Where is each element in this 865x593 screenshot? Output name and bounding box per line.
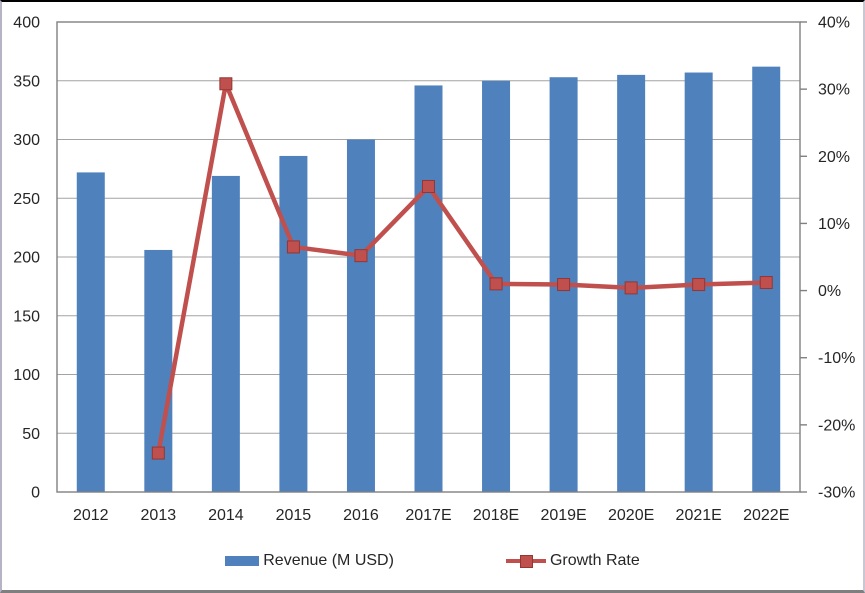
legend-item-growth: Growth Rate [505,552,640,570]
legend: Revenue (M USD) Growth Rate [2,552,863,570]
left-tick-label: 350 [13,73,40,90]
x-label-2012: 2012 [73,507,109,524]
right-tick-label: -30% [818,485,855,502]
marker-2020E [624,281,638,295]
left-tick-label: 200 [13,250,40,267]
left-tick-label: 400 [13,15,40,32]
bar-2016 [346,139,375,492]
x-label-2019E: 2019E [540,507,586,524]
marker-2018E [489,277,503,291]
marker-2021E [692,278,706,292]
x-label-2021E: 2021E [676,507,722,524]
marker-2016 [354,249,368,263]
marker-2019E [557,278,571,292]
right-axis-labels: -30% -20% -10% 0% 10% 20% 30% 40% [818,15,855,502]
bar-2015 [279,155,308,492]
x-label-2018E: 2018E [473,507,519,524]
revenue-bars [76,66,781,493]
x-label-2020E: 2020E [608,507,654,524]
x-label-2017E: 2017E [405,507,451,524]
marker-2014 [219,77,233,91]
plot-border [56,21,801,493]
growth-line-swatch [505,555,546,568]
bar-2017E [414,85,443,492]
x-label-2022E: 2022E [743,507,789,524]
left-axis-labels: 0 50 100 150 200 250 300 350 400 [13,15,40,502]
marker-2022E [759,276,773,290]
growth-rate-markers [151,77,773,460]
marker-2013 [151,446,165,460]
x-label-2016: 2016 [343,507,379,524]
left-tick-label: 0 [31,485,40,502]
x-label-2014: 2014 [208,507,244,524]
legend-item-revenue: Revenue (M USD) [225,552,394,570]
growth-marker-swatch [519,555,533,568]
right-tick-label: 30% [818,82,850,99]
left-tick-label: 300 [13,132,40,149]
revenue-bar-swatch [225,556,260,566]
right-axis-ticks [800,21,807,493]
x-label-2013: 2013 [141,507,177,524]
left-tick-label: 100 [13,367,40,384]
right-tick-label: 10% [818,216,850,233]
right-tick-label: 40% [818,15,850,32]
left-tick-label: 50 [22,426,40,443]
bar-2014 [211,175,240,493]
left-tick-label: 250 [13,191,40,208]
chart-svg: 0 50 100 150 200 250 300 350 400 -30% -20% -10% 0% 10… [13,15,855,525]
growth-rate-line [156,81,769,456]
right-tick-label: 0% [818,283,841,300]
legend-label-growth: Growth Rate [549,552,640,569]
x-axis-labels: 2012 2013 2014 2015 2016 2017E 2018E 2019E 2020E… [73,507,789,524]
marker-2015 [286,240,300,254]
legend-label-revenue: Revenue (M USD) [263,552,394,569]
marker-2017E [422,180,435,193]
right-tick-label: 20% [818,149,850,166]
right-tick-label: -10% [818,350,855,367]
left-tick-label: 150 [13,308,40,325]
x-label-2015: 2015 [276,507,312,524]
right-tick-label: -20% [818,417,855,434]
bar-2012 [76,172,105,492]
